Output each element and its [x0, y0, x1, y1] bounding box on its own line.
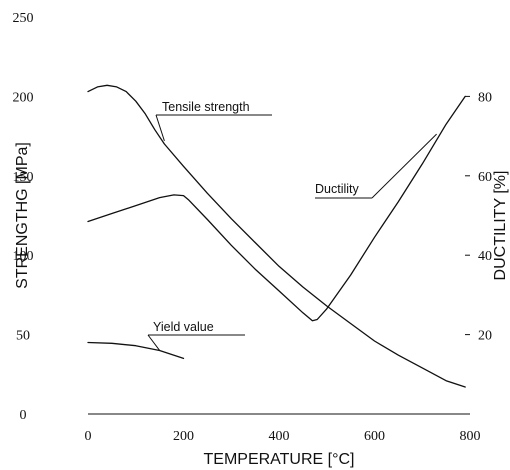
y-left-tick-label: 200: [13, 90, 34, 105]
annotation-label: Tensile strength: [162, 100, 250, 114]
y-left-axis-title: STRENGTHG [MPa]: [14, 142, 31, 289]
y-right-tick-label: 40: [478, 249, 492, 264]
y-left-tick-label: 50: [16, 329, 30, 344]
y-right-tick-label: 20: [478, 329, 492, 344]
series-line-tensile-strength: [87, 84, 466, 388]
annotations: Tensile strength Ductility Yield value: [147, 100, 437, 351]
y-left-tick-label: 100: [13, 249, 34, 264]
annotation-label: Yield value: [153, 320, 214, 334]
annotation-label: Ductility: [315, 182, 360, 196]
y-left-tick-label: 150: [13, 170, 34, 185]
y-right-axis-title: DUCTILITY [%]: [492, 171, 509, 281]
x-axis-title: TEMPERATURE [°C]: [204, 451, 355, 468]
y-left-tick-label: 250: [13, 11, 34, 26]
x-tick-label: 200: [173, 429, 194, 444]
x-tick-label: 800: [460, 429, 481, 444]
x-tick-label: 600: [364, 429, 385, 444]
y-right-tick-label: 80: [478, 90, 492, 105]
annotation-leader: [371, 133, 437, 199]
y-right-tick-label: 60: [478, 170, 492, 185]
series-line-yield-value: [87, 341, 185, 360]
x-tick-label: 400: [269, 429, 290, 444]
series-line-ductility: [87, 95, 466, 322]
y-left-tick-label: 0: [20, 408, 27, 423]
ticks: 0 200 400 600 800 0 50 100 150 200 250 20 40 60 80: [13, 11, 493, 444]
x-tick-label: 0: [85, 429, 92, 444]
annotation-leader: [147, 334, 161, 351]
series-lines: [87, 84, 466, 388]
annotation-leader: [155, 114, 165, 142]
